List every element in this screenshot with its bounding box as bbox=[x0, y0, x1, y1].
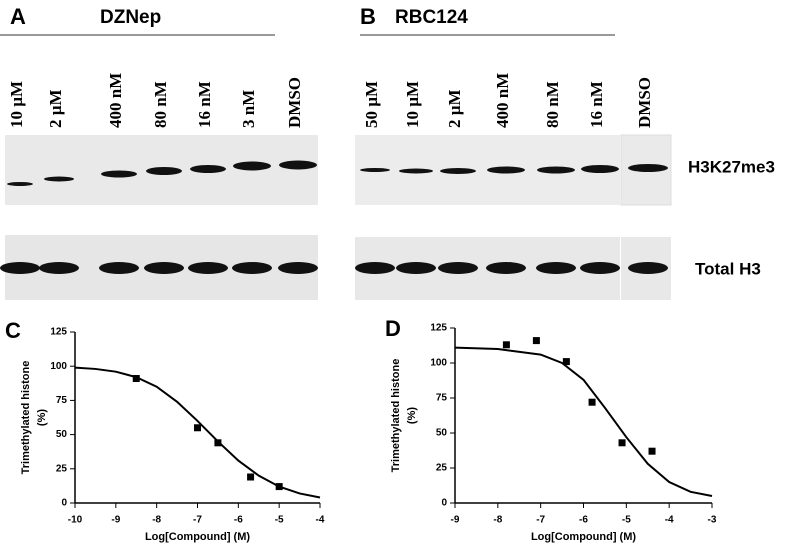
band bbox=[39, 262, 79, 274]
band bbox=[7, 182, 33, 186]
lane-label: 2 µM bbox=[445, 89, 464, 128]
x-tick-label: -10 bbox=[68, 515, 83, 526]
row-label: Total H3 bbox=[695, 259, 761, 278]
y-tick-label: 125 bbox=[50, 327, 67, 338]
x-tick-label: -7 bbox=[193, 515, 202, 526]
x-tick-label: -6 bbox=[234, 515, 243, 526]
y-tick-label: 0 bbox=[61, 498, 67, 509]
band bbox=[396, 262, 436, 274]
x-tick-label: -7 bbox=[536, 515, 545, 526]
band bbox=[486, 262, 526, 274]
data-point bbox=[214, 439, 222, 447]
x-tick-label: -3 bbox=[708, 515, 717, 526]
y-tick-label: 25 bbox=[56, 463, 68, 474]
x-axis-title: Log[Compound] (M) bbox=[145, 531, 250, 543]
lane-label: 16 nM bbox=[195, 81, 214, 128]
band bbox=[581, 165, 619, 173]
data-point bbox=[132, 375, 140, 383]
band bbox=[487, 166, 525, 174]
band bbox=[360, 168, 390, 172]
lane-label: 16 nM bbox=[587, 81, 606, 128]
x-tick-label: -6 bbox=[579, 515, 588, 526]
x-tick-label: -8 bbox=[152, 515, 161, 526]
fit-curve bbox=[454, 346, 713, 497]
band bbox=[44, 176, 74, 182]
band bbox=[188, 262, 228, 274]
y-axis-title: Trimethylated histone bbox=[20, 361, 32, 475]
band bbox=[233, 161, 271, 171]
lane-label: 2 µM bbox=[46, 89, 65, 128]
y-axis-title: (%) bbox=[36, 409, 48, 426]
panel-letter: C bbox=[5, 318, 21, 343]
band bbox=[440, 168, 476, 174]
y-tick-label: 0 bbox=[441, 498, 447, 509]
y-tick-label: 75 bbox=[436, 393, 448, 404]
panel-letter: B bbox=[360, 4, 376, 29]
row-label: H3K27me3 bbox=[688, 157, 775, 176]
lane-label: DMSO bbox=[635, 77, 654, 128]
data-point bbox=[588, 398, 596, 406]
band bbox=[536, 262, 576, 274]
band bbox=[628, 164, 668, 172]
y-tick-label: 125 bbox=[430, 323, 447, 334]
data-point bbox=[247, 473, 255, 481]
y-tick-label: 75 bbox=[56, 395, 68, 406]
data-point bbox=[618, 439, 626, 447]
y-axis-title: (%) bbox=[406, 407, 418, 424]
band bbox=[146, 167, 182, 175]
data-point bbox=[194, 424, 201, 432]
band bbox=[99, 262, 139, 274]
x-tick-label: -9 bbox=[111, 515, 120, 526]
data-point bbox=[532, 337, 540, 345]
band bbox=[278, 262, 318, 274]
band bbox=[279, 160, 317, 170]
x-tick-label: -9 bbox=[451, 515, 460, 526]
band bbox=[144, 262, 184, 274]
lane-label: 80 nM bbox=[151, 81, 170, 128]
x-tick-label: -4 bbox=[316, 515, 325, 526]
panel-letter: A bbox=[10, 4, 26, 29]
data-point bbox=[275, 483, 283, 491]
panel-title: RBC124 bbox=[395, 7, 468, 28]
y-tick-label: 100 bbox=[430, 358, 447, 369]
band bbox=[0, 262, 40, 274]
band bbox=[399, 168, 433, 174]
panel-title: DZNep bbox=[100, 7, 161, 28]
band bbox=[537, 166, 575, 174]
band bbox=[190, 165, 226, 173]
lane-label: 10 µM bbox=[403, 81, 422, 128]
lane-label: 400 nM bbox=[493, 73, 512, 128]
band bbox=[438, 262, 478, 274]
band bbox=[232, 262, 272, 274]
x-tick-label: -5 bbox=[275, 515, 284, 526]
y-tick-label: 50 bbox=[56, 429, 68, 440]
band bbox=[355, 262, 395, 274]
y-axis-title: Trimethylated histone bbox=[390, 359, 402, 473]
lane-label: 80 nM bbox=[543, 81, 562, 128]
x-tick-label: -4 bbox=[665, 515, 674, 526]
panel-letter: D bbox=[385, 316, 401, 341]
lane-label: 3 nM bbox=[239, 90, 258, 128]
lane-label: 400 nM bbox=[106, 73, 125, 128]
lane-label: DMSO bbox=[285, 77, 304, 128]
band bbox=[580, 262, 620, 274]
y-tick-label: 50 bbox=[436, 428, 448, 439]
band bbox=[628, 262, 668, 274]
data-point bbox=[648, 447, 656, 455]
x-tick-label: -5 bbox=[622, 515, 631, 526]
x-axis-title: Log[Compound] (M) bbox=[531, 531, 636, 543]
lane-label: 50 µM bbox=[362, 81, 381, 128]
band bbox=[101, 170, 137, 178]
fit-curve bbox=[74, 366, 321, 499]
lane-label: 10 µM bbox=[7, 81, 26, 128]
data-point bbox=[502, 341, 510, 349]
y-tick-label: 100 bbox=[50, 361, 67, 372]
x-tick-label: -8 bbox=[493, 515, 502, 526]
y-tick-label: 25 bbox=[436, 463, 448, 474]
data-point bbox=[562, 358, 570, 366]
